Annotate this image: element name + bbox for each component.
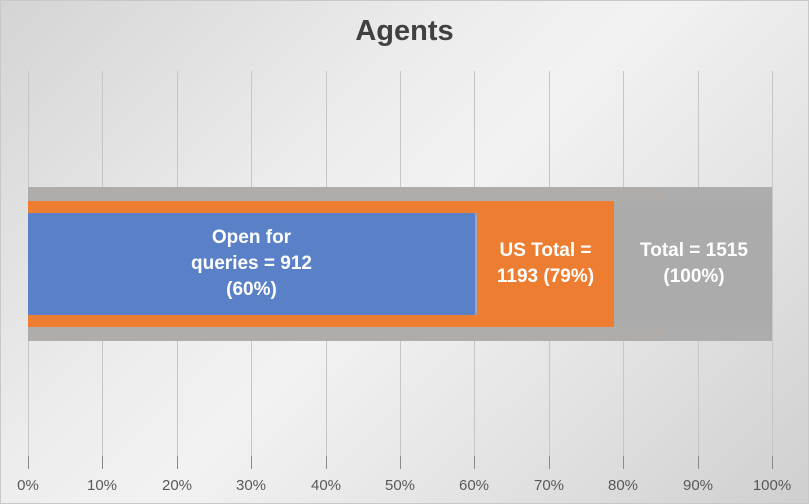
bar-open-for-queries <box>28 213 477 315</box>
tick <box>102 456 103 469</box>
tick <box>28 456 29 469</box>
x-tick-label: 20% <box>161 477 193 494</box>
x-tick-label: 30% <box>235 477 267 494</box>
x-tick-label: 90% <box>682 477 714 494</box>
gridline <box>772 71 773 456</box>
tick <box>474 456 475 469</box>
x-tick-label: 0% <box>17 477 39 494</box>
x-axis <box>28 71 773 471</box>
label-us-total: US Total = 1193 (79%) <box>496 240 595 287</box>
x-tick-label: 60% <box>458 477 490 494</box>
x-tick-label: 10% <box>86 477 118 494</box>
x-tick-label: 40% <box>310 477 342 494</box>
tick <box>251 456 252 469</box>
tick <box>549 456 550 469</box>
tick <box>400 456 401 469</box>
bar-total-inner <box>614 201 772 327</box>
x-tick-label: 70% <box>533 477 565 494</box>
x-tick-label: 50% <box>384 477 416 494</box>
x-tick-label: 80% <box>607 477 639 494</box>
x-tick-label: 100% <box>752 477 792 494</box>
label-open-for-queries: Open for queries = 912 (60%) <box>191 227 312 300</box>
tick <box>177 456 178 469</box>
tick <box>623 456 624 469</box>
tick <box>698 456 699 469</box>
tick <box>772 456 773 469</box>
label-total: Total = 1515 (100%) <box>640 240 748 287</box>
tick <box>326 456 327 469</box>
chart-title: Agents <box>355 15 454 47</box>
